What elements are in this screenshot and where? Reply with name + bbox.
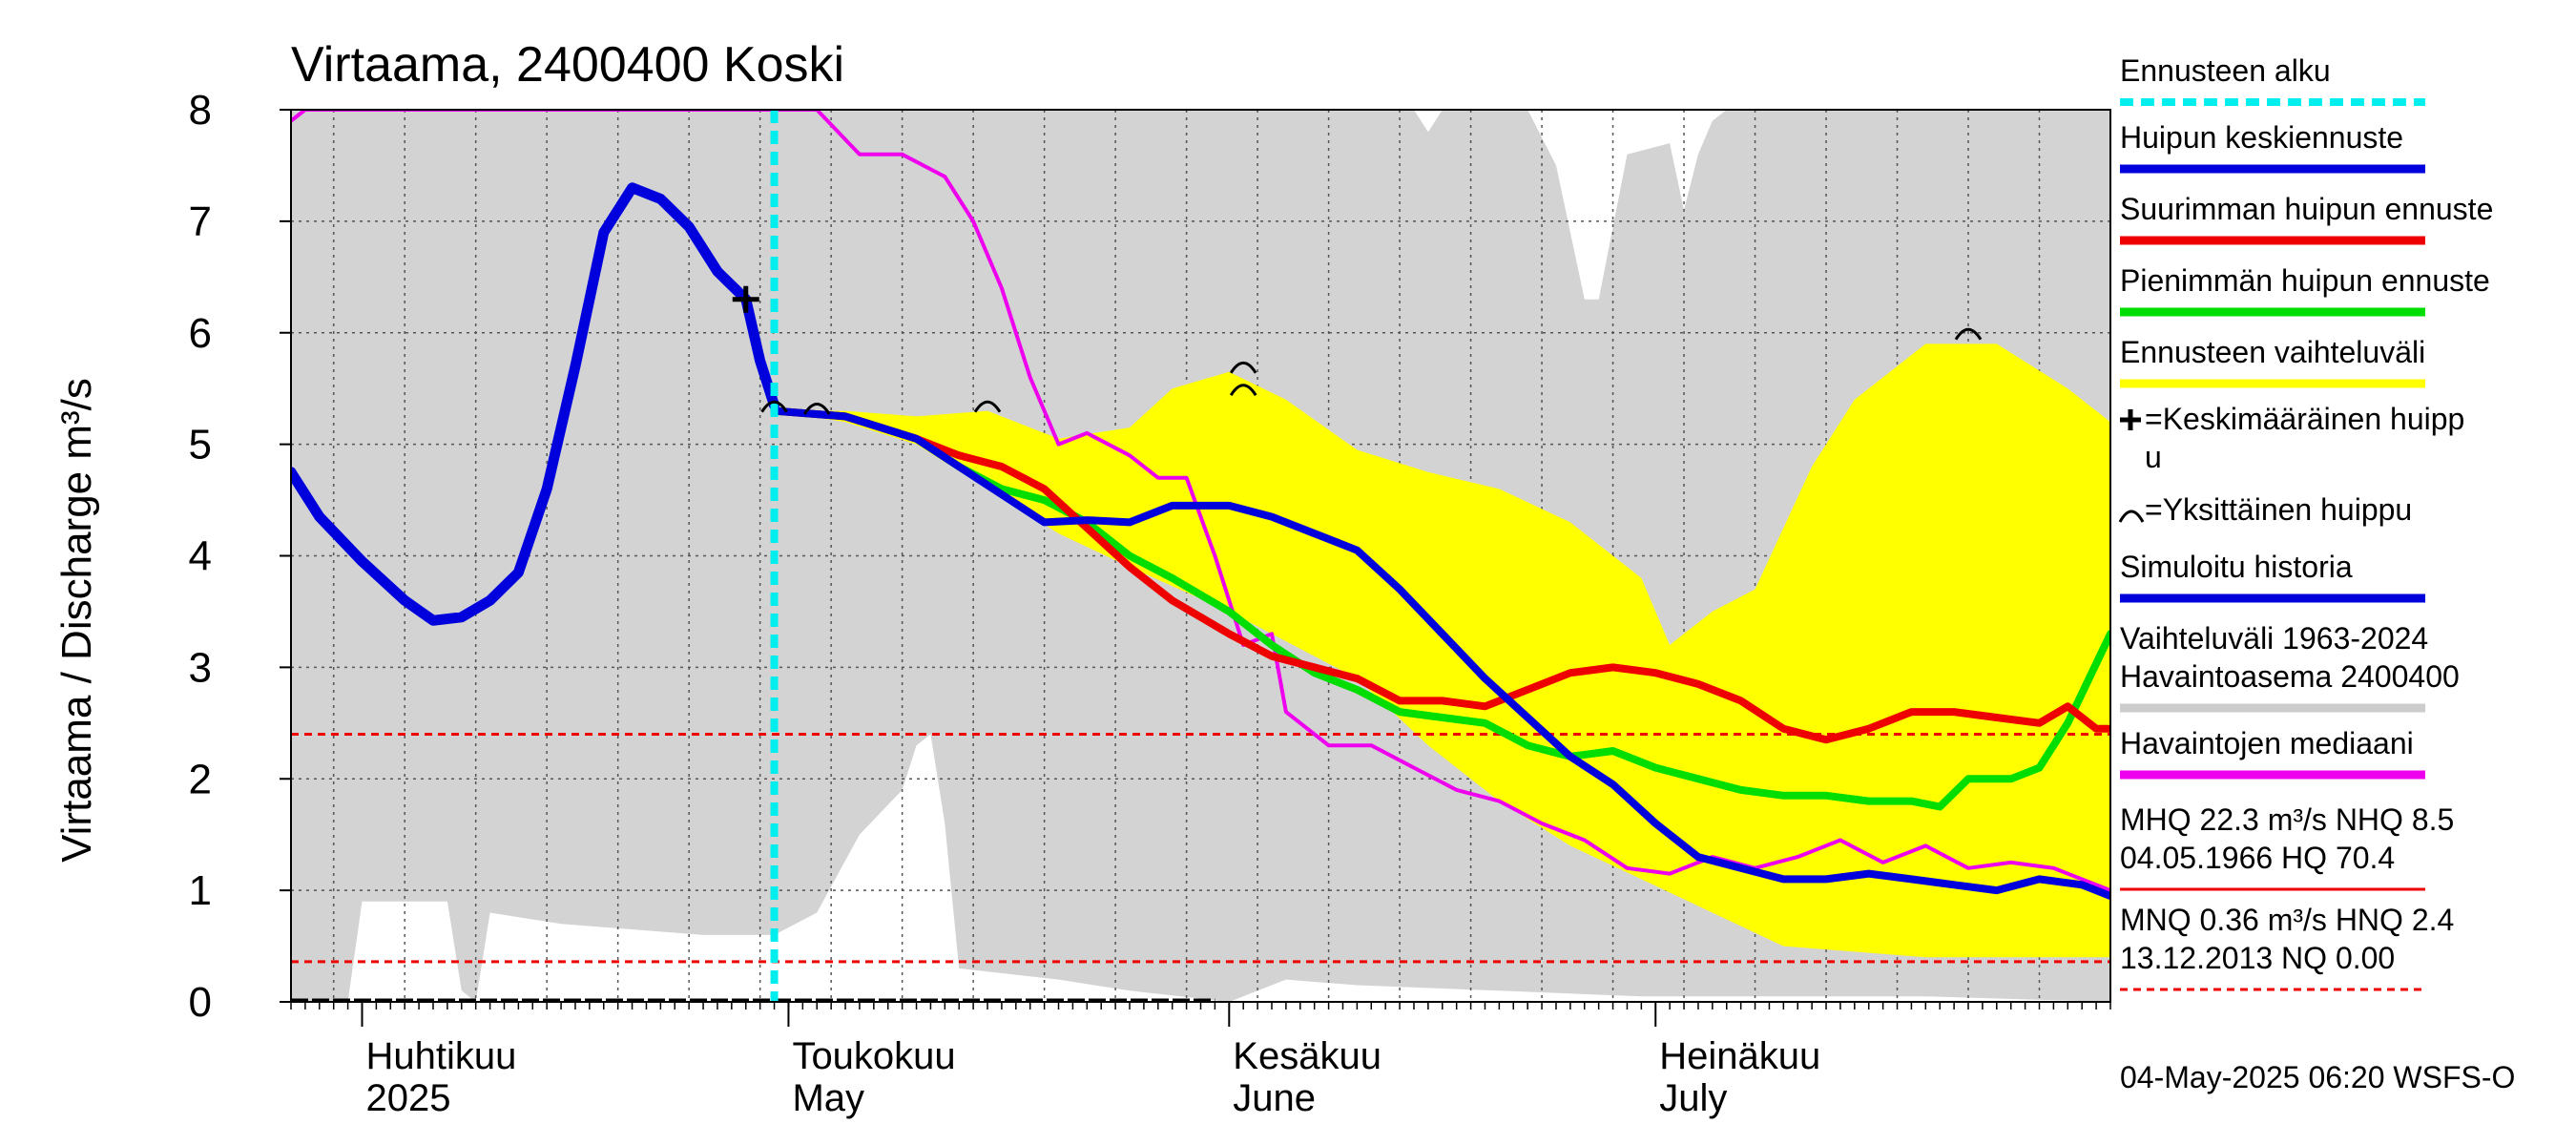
y-axis-label: Virtaama / Discharge m³/s xyxy=(53,378,100,863)
legend-arc-icon xyxy=(2118,510,2145,523)
legend-label: 13.12.2013 NQ 0.00 xyxy=(2120,941,2395,975)
legend-item: Vaihteluväli 1963-2024 Havaintoasema 240… xyxy=(2120,621,2460,713)
legend-item: Simuloitu historia xyxy=(2120,550,2425,603)
legend-item: =Keskimääräinen huipp u xyxy=(2120,402,2464,474)
legend-label: =Keskimääräinen huipp xyxy=(2145,402,2464,436)
series-line xyxy=(291,182,779,626)
y-tick-label: 4 xyxy=(189,533,212,580)
series-line xyxy=(770,406,2110,811)
legend-item: MNQ 0.36 m³/s HNQ 2.4 13.12.2013 NQ 0.00 xyxy=(2120,903,2454,991)
legend-item: Havaintojen mediaani xyxy=(2120,726,2425,780)
legend-item: MHQ 22.3 m³/s NHQ 8.5 04.05.1966 HQ 70.4 xyxy=(2120,802,2454,891)
y-tick-label: 8 xyxy=(189,87,212,134)
x-month-label: Huhtikuu xyxy=(365,1035,516,1077)
single-peak-marker xyxy=(760,400,788,413)
y-tick-label: 3 xyxy=(189,644,212,691)
series-line xyxy=(291,110,2110,893)
x-month-label: Heinäkuu xyxy=(1659,1035,1820,1077)
legend-item: Ennusteen vaihteluväli xyxy=(2120,335,2425,388)
legend-label: Havaintoasema 2400400 xyxy=(2120,659,2460,694)
legend-label: Huipun keskiennuste xyxy=(2120,120,2403,155)
legend-label: MHQ 22.3 m³/s NHQ 8.5 xyxy=(2120,802,2454,837)
legend-item: Suurimman huipun ennuste xyxy=(2120,192,2493,245)
legend: Ennusteen alku Huipun keskiennuste Suurimm… xyxy=(2118,53,2493,991)
series-line xyxy=(770,406,2110,900)
x-month-sublabel: May xyxy=(792,1077,864,1119)
legend-item: Huipun keskiennuste xyxy=(2120,120,2425,174)
chart-title: Virtaama, 2400400 Koski xyxy=(291,37,844,93)
y-tick-label: 5 xyxy=(189,422,212,468)
legend-label: Suurimman huipun ennuste xyxy=(2120,192,2493,226)
legend-plus-icon xyxy=(2120,409,2141,430)
legend-item: Pienimmän huipun ennuste xyxy=(2120,263,2490,317)
legend-item: =Yksittäinen huippu xyxy=(2118,492,2412,527)
single-peak-marker xyxy=(1229,361,1257,374)
legend-label: =Yksittäinen huippu xyxy=(2145,492,2412,527)
legend-label: 04.05.1966 HQ 70.4 xyxy=(2120,841,2395,875)
x-month-label: Toukokuu xyxy=(792,1035,955,1077)
single-peak-marker xyxy=(973,400,1002,413)
x-month-label: Kesäkuu xyxy=(1233,1035,1381,1077)
legend-label: Ennusteen alku xyxy=(2120,53,2331,88)
legend-label: Havaintojen mediaani xyxy=(2120,726,2414,760)
x-month-sublabel: July xyxy=(1659,1077,1727,1119)
footer-timestamp: 04-May-2025 06:20 WSFS-O xyxy=(2120,1060,2515,1094)
forecast-range-band xyxy=(774,344,2110,958)
legend-label: Vaihteluväli 1963-2024 xyxy=(2120,621,2428,656)
legend-label: MNQ 0.36 m³/s HNQ 2.4 xyxy=(2120,903,2454,937)
y-tick-label: 1 xyxy=(189,867,212,914)
x-month-sublabel: 2025 xyxy=(365,1077,450,1119)
y-tick-label: 2 xyxy=(189,756,212,802)
single-peak-marker xyxy=(802,403,831,415)
x-month-sublabel: June xyxy=(1233,1077,1316,1119)
legend-item: Ennusteen alku xyxy=(2120,53,2425,106)
plot-area xyxy=(290,109,2111,1003)
legend-label: Pienimmän huipun ennuste xyxy=(2120,263,2490,298)
legend-label: u xyxy=(2145,440,2162,474)
legend-label: Simuloitu historia xyxy=(2120,550,2353,584)
y-tick-label: 0 xyxy=(189,979,212,1026)
plot-clip-group xyxy=(291,110,2110,1002)
legend-label: Ennusteen vaihteluväli xyxy=(2120,335,2425,369)
mean-peak-marker xyxy=(732,285,759,313)
single-peak-marker xyxy=(1229,384,1257,397)
single-peak-marker xyxy=(1954,327,1983,341)
y-axis: 0 1 2 3 4 5 6 7 8 xyxy=(189,87,291,1026)
y-tick-label: 6 xyxy=(189,310,212,357)
y-tick-label: 7 xyxy=(189,198,212,245)
